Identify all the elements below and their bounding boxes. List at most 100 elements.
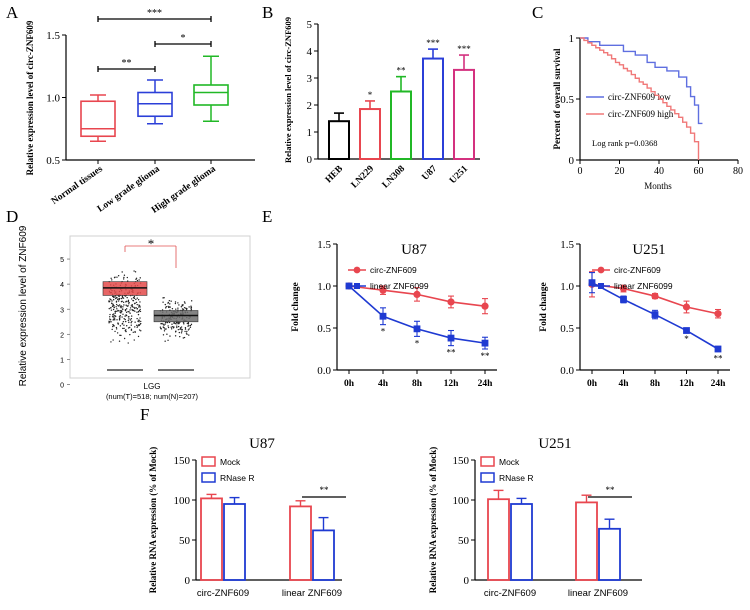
data-point (136, 326, 138, 328)
data-point (125, 311, 128, 314)
y-tick-label: 0.0 (560, 365, 574, 377)
data-point (114, 310, 116, 313)
data-point (137, 320, 139, 322)
x-tick-label: LN308 (381, 164, 408, 191)
data-point (131, 320, 133, 323)
legend-marker (598, 283, 604, 289)
data-point (125, 330, 127, 333)
data-point (181, 330, 183, 332)
data-point (188, 306, 190, 308)
data-point (186, 307, 188, 310)
data-point (127, 310, 129, 313)
data-point (183, 323, 185, 325)
data-point (135, 307, 137, 309)
data-point (122, 301, 125, 304)
data-point (651, 311, 659, 318)
data-point (130, 322, 132, 324)
data-point (163, 330, 166, 332)
data-point (134, 321, 136, 323)
data-point (588, 279, 596, 287)
data-point (190, 323, 193, 326)
data-point (184, 330, 186, 333)
significance-label: ** (320, 485, 330, 495)
data-point (116, 276, 118, 278)
y-tick-label: 1.0 (560, 281, 574, 293)
data-point (110, 302, 113, 304)
data-point (137, 313, 140, 316)
significance-label: * (148, 236, 155, 251)
data-point (162, 334, 165, 336)
y-tick-label: 2 (60, 332, 64, 339)
data-point (167, 306, 170, 309)
survival-curve (580, 37, 703, 125)
data-point (125, 304, 127, 306)
data-point (121, 316, 123, 318)
data-point (188, 328, 190, 330)
data-point (135, 277, 138, 279)
data-point (179, 335, 181, 338)
data-point (182, 308, 185, 311)
data-point (139, 322, 142, 325)
y-axis-label: Relative expression level of ZNF609 (18, 225, 29, 386)
bar (422, 57, 444, 161)
bar (598, 527, 621, 581)
y-tick-label: 4 (60, 282, 64, 289)
data-point (131, 308, 133, 311)
data-point (682, 303, 691, 311)
data-point (136, 303, 138, 306)
data-point (120, 307, 122, 309)
y-tick-label: 4 (307, 46, 313, 58)
x-axis-label: Months (644, 181, 672, 191)
data-point (167, 302, 169, 304)
y-tick-label: 1.0 (317, 281, 331, 293)
legend-label: RNase R (220, 473, 254, 483)
data-point (180, 328, 182, 330)
data-point (122, 320, 125, 323)
data-point (116, 332, 119, 334)
data-point (114, 330, 116, 333)
legend-swatch (201, 456, 216, 467)
data-point (481, 302, 489, 310)
data-point (113, 296, 115, 299)
data-point (127, 327, 130, 329)
data-point (176, 325, 178, 327)
data-point (108, 307, 110, 310)
data-point (173, 322, 176, 324)
y-tick-label: 1 (569, 33, 575, 45)
y-axis-label: Percent of overall survival (552, 48, 562, 150)
data-point (129, 326, 131, 329)
data-point (619, 284, 628, 293)
data-point (186, 322, 189, 325)
y-tick-label: 1 (307, 127, 313, 139)
data-point (178, 331, 181, 334)
data-point (183, 336, 186, 339)
data-point (112, 339, 114, 341)
data-point (174, 302, 177, 305)
data-point (111, 295, 114, 298)
x-tick-label: Normal tissues (50, 164, 105, 207)
x-tick-label: circ-ZNF609 (484, 588, 536, 599)
significance-label: ** (397, 66, 407, 76)
data-point (135, 301, 138, 304)
data-point (190, 305, 192, 307)
data-point (182, 321, 185, 324)
significance-label: *** (147, 8, 162, 19)
data-point (183, 306, 186, 309)
data-point (134, 330, 136, 333)
chart-title: U251 (632, 242, 665, 258)
data-point (177, 322, 179, 325)
data-point (124, 318, 126, 321)
data-point (175, 330, 177, 332)
significance-label: * (684, 334, 689, 344)
data-point (130, 324, 132, 326)
bar (390, 90, 412, 160)
data-point (108, 322, 110, 324)
data-point (123, 276, 125, 279)
data-point (115, 303, 118, 306)
y-tick-label: 3 (307, 73, 313, 85)
data-point (186, 333, 188, 336)
data-point (175, 323, 177, 325)
legend-marker (597, 266, 605, 274)
data-point (181, 305, 184, 307)
x-axis-label: LGG (144, 382, 161, 391)
